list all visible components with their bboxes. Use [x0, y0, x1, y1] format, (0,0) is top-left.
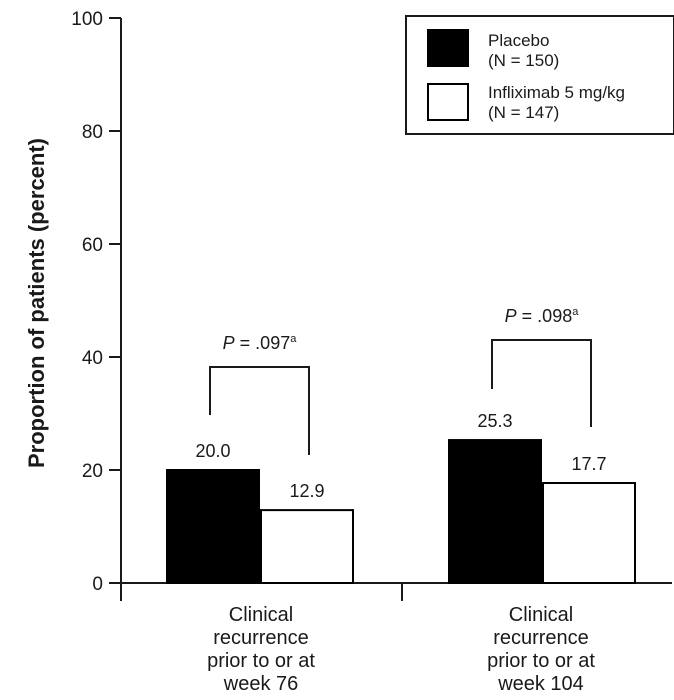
legend-n-placebo: (N = 150) [488, 51, 559, 70]
data-label: 20.0 [195, 441, 230, 461]
y-tick-label: 100 [71, 9, 103, 30]
p-value-annotation: P = .097a [223, 333, 298, 353]
p-value-annotation: P = .098a [505, 306, 580, 326]
significance-bracket [209, 366, 310, 455]
y-tick-label: 0 [92, 574, 103, 595]
legend-n-infliximab: (N = 147) [488, 103, 559, 122]
legend: Placebo (N = 150) Infliximab 5 mg/kg (N … [405, 15, 674, 135]
y-tick-label: 80 [82, 122, 103, 143]
y-tick-label: 40 [82, 348, 103, 369]
bars-group [166, 439, 636, 584]
y-axis-label: Proportion of patients (percent) [24, 138, 49, 468]
legend-swatch-placebo [427, 29, 469, 67]
legend-label-infliximab: Infliximab 5 mg/kg [488, 83, 625, 102]
bar-infliximab [542, 481, 636, 584]
y-tick-label: 60 [82, 235, 103, 256]
bar-placebo [166, 469, 260, 584]
y-tick-label: 20 [82, 461, 103, 482]
x-category-label: Clinical recurrence prior to or at week 76 [207, 604, 315, 695]
bar-placebo [448, 439, 542, 584]
significance-bracket [491, 339, 592, 427]
labels-group: 20.0 12.9 P = .097a Clinical recurrence prior… [195, 306, 606, 695]
x-category-label: Clinical recurrence prior to or at week 104 [487, 604, 595, 695]
legend-swatch-infliximab [427, 83, 469, 121]
data-label: 25.3 [477, 411, 512, 431]
data-label: 12.9 [289, 481, 324, 501]
bar-infliximab [260, 509, 354, 584]
data-label: 17.7 [571, 454, 606, 474]
legend-label-placebo: Placebo [488, 31, 549, 50]
